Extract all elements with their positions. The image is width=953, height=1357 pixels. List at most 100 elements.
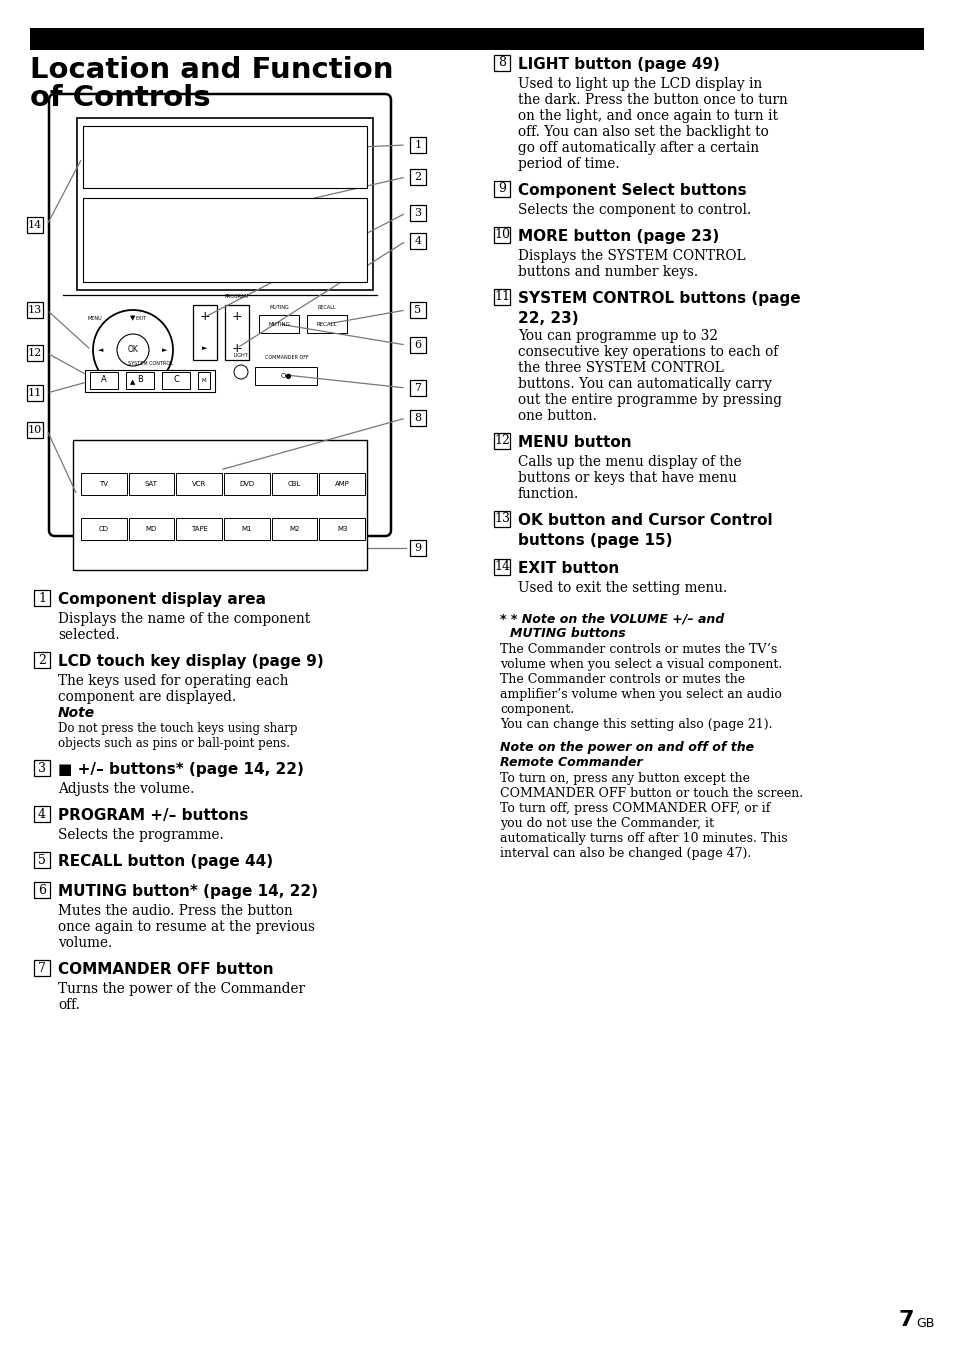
- Text: 11: 11: [494, 290, 510, 304]
- Text: COMMANDER OFF: COMMANDER OFF: [265, 356, 309, 360]
- Text: Displays the name of the component: Displays the name of the component: [58, 612, 310, 626]
- Bar: [81, 474, 127, 495]
- Text: go off automatically after a certain: go off automatically after a certain: [517, 141, 759, 155]
- Text: MUTING buttons: MUTING buttons: [510, 627, 625, 641]
- Text: 14: 14: [494, 560, 510, 574]
- Bar: [307, 315, 347, 332]
- Text: MUTING button* (page 14, 22): MUTING button* (page 14, 22): [58, 883, 317, 898]
- Text: PROGRAM +/– buttons: PROGRAM +/– buttons: [58, 807, 248, 822]
- Text: To turn off, press COMMANDER OFF, or if: To turn off, press COMMANDER OFF, or if: [499, 802, 770, 816]
- Bar: [254, 366, 316, 385]
- Text: TV: TV: [99, 480, 109, 487]
- Text: 1: 1: [414, 140, 421, 151]
- Text: Note: Note: [58, 706, 95, 721]
- Text: * * Note on the VOLUME +/– and: * * Note on the VOLUME +/– and: [499, 612, 723, 626]
- Text: volume.: volume.: [58, 936, 112, 950]
- Bar: [410, 137, 426, 153]
- Text: +: +: [199, 311, 210, 323]
- Text: SYSTEM CONTROL buttons (page: SYSTEM CONTROL buttons (page: [517, 290, 800, 305]
- Bar: [27, 345, 43, 361]
- Bar: [81, 518, 127, 540]
- Circle shape: [92, 309, 172, 389]
- Bar: [30, 28, 923, 50]
- Bar: [494, 227, 510, 243]
- Circle shape: [233, 365, 248, 379]
- Bar: [410, 380, 426, 396]
- Bar: [410, 303, 426, 318]
- Text: The Commander controls or mutes the TV’s: The Commander controls or mutes the TV’s: [499, 643, 777, 655]
- Bar: [34, 760, 50, 776]
- Text: buttons (page 15): buttons (page 15): [517, 533, 672, 548]
- Bar: [410, 337, 426, 353]
- Text: 4: 4: [38, 807, 46, 821]
- Text: LIGHT: LIGHT: [233, 353, 248, 358]
- Text: the three SYSTEM CONTROL: the three SYSTEM CONTROL: [517, 361, 723, 375]
- Bar: [410, 410, 426, 426]
- Text: SAT: SAT: [145, 480, 158, 487]
- Text: buttons or keys that have menu: buttons or keys that have menu: [517, 471, 736, 484]
- Text: component.: component.: [499, 703, 574, 716]
- Text: 12: 12: [494, 434, 510, 448]
- Text: COMMANDER OFF button or touch the screen.: COMMANDER OFF button or touch the screen…: [499, 787, 802, 801]
- Bar: [494, 512, 510, 527]
- Text: OK button and Cursor Control: OK button and Cursor Control: [517, 513, 772, 528]
- Text: off. You can also set the backlight to: off. You can also set the backlight to: [517, 125, 768, 138]
- Text: +: +: [232, 311, 242, 323]
- Text: on the light, and once again to turn it: on the light, and once again to turn it: [517, 109, 778, 123]
- Text: M3: M3: [336, 527, 347, 532]
- Bar: [83, 126, 367, 189]
- Text: Mutes the audio. Press the button: Mutes the audio. Press the button: [58, 904, 293, 917]
- Bar: [34, 651, 50, 668]
- Bar: [319, 518, 365, 540]
- Text: 1: 1: [38, 592, 46, 604]
- Text: RECALL button (page 44): RECALL button (page 44): [58, 854, 273, 868]
- Text: Do not press the touch keys using sharp: Do not press the touch keys using sharp: [58, 722, 297, 735]
- Text: B: B: [137, 376, 143, 384]
- Text: You can change this setting also (page 21).: You can change this setting also (page 2…: [499, 718, 772, 731]
- Bar: [410, 540, 426, 556]
- Bar: [77, 118, 373, 290]
- Bar: [176, 474, 222, 495]
- Text: 13: 13: [28, 305, 42, 315]
- Text: 8: 8: [414, 413, 421, 423]
- Text: Selects the component to control.: Selects the component to control.: [517, 204, 750, 217]
- Text: 7: 7: [898, 1310, 913, 1330]
- Bar: [494, 56, 510, 71]
- Text: Turns the power of the Commander: Turns the power of the Commander: [58, 982, 305, 996]
- Text: the dark. Press the button once to turn: the dark. Press the button once to turn: [517, 94, 787, 107]
- Text: buttons. You can automatically carry: buttons. You can automatically carry: [517, 377, 771, 391]
- Text: Component Select buttons: Component Select buttons: [517, 183, 746, 198]
- Text: SYSTEM CONTROL: SYSTEM CONTROL: [128, 361, 172, 366]
- Text: automatically turns off after 10 minutes. This: automatically turns off after 10 minutes…: [499, 832, 787, 845]
- Bar: [34, 882, 50, 898]
- Text: 11: 11: [28, 388, 42, 398]
- Text: +: +: [232, 342, 242, 354]
- Bar: [494, 559, 510, 575]
- Text: Adjusts the volume.: Adjusts the volume.: [58, 782, 194, 797]
- Bar: [494, 289, 510, 305]
- Text: Used to exit the setting menu.: Used to exit the setting menu.: [517, 581, 726, 594]
- Text: Calls up the menu display of the: Calls up the menu display of the: [517, 455, 740, 470]
- Text: MD: MD: [146, 527, 157, 532]
- Bar: [225, 305, 249, 360]
- Bar: [410, 170, 426, 185]
- Text: MENU button: MENU button: [517, 436, 631, 451]
- Bar: [224, 518, 270, 540]
- Text: 9: 9: [414, 543, 421, 554]
- Text: ◄: ◄: [98, 347, 104, 353]
- Bar: [34, 806, 50, 822]
- Text: Note on the power on and off of the: Note on the power on and off of the: [499, 741, 753, 754]
- Text: period of time.: period of time.: [517, 157, 619, 171]
- Bar: [272, 474, 317, 495]
- Text: 10: 10: [28, 425, 42, 436]
- Text: A: A: [101, 376, 107, 384]
- Text: 8: 8: [497, 57, 505, 69]
- Text: once again to resume at the previous: once again to resume at the previous: [58, 920, 314, 934]
- Text: interval can also be changed (page 47).: interval can also be changed (page 47).: [499, 847, 750, 860]
- Bar: [126, 372, 153, 389]
- Text: You can programme up to 32: You can programme up to 32: [517, 328, 718, 343]
- Text: 5: 5: [38, 854, 46, 867]
- Text: you do not use the Commander, it: you do not use the Commander, it: [499, 817, 713, 830]
- Text: Selects the programme.: Selects the programme.: [58, 828, 224, 841]
- Text: objects such as pins or ball-point pens.: objects such as pins or ball-point pens.: [58, 737, 290, 750]
